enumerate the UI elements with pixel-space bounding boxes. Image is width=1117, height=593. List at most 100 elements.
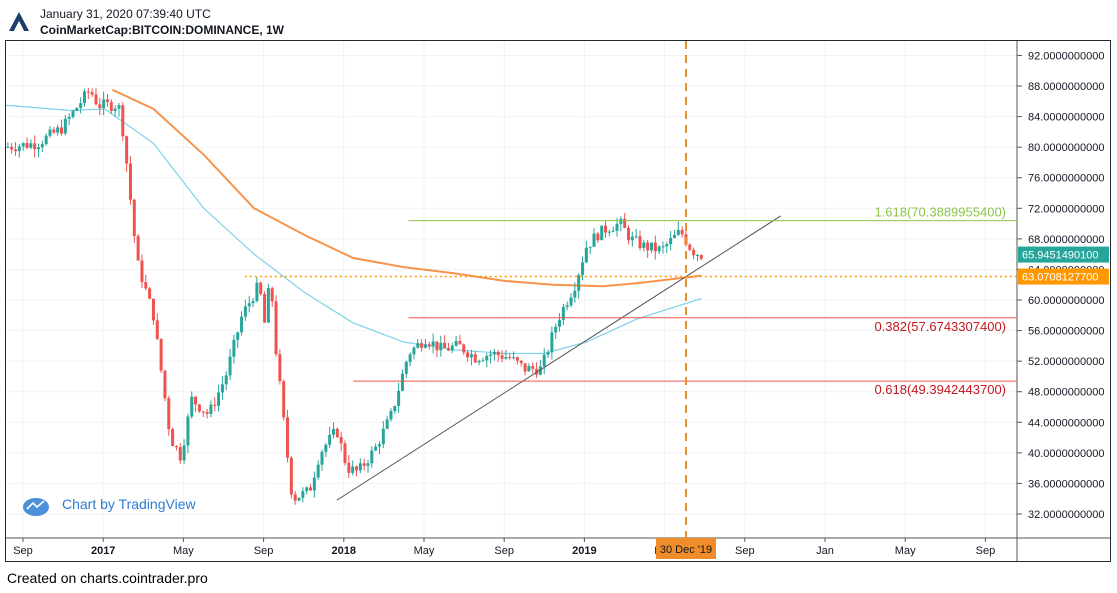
candle-up: [649, 242, 653, 251]
candle-up: [492, 351, 496, 355]
price-tick-label: 44.0000000000: [1028, 417, 1104, 429]
price-tick-label: 84.0000000000: [1028, 112, 1104, 124]
candlestick-series: [6, 87, 703, 505]
candle-down: [140, 260, 144, 283]
candle-down: [90, 92, 94, 95]
candle-down: [515, 357, 519, 361]
candle-down: [347, 462, 351, 473]
candle-down: [132, 199, 136, 237]
candle-down: [125, 136, 129, 164]
candle-up: [661, 246, 665, 248]
candle-up: [71, 110, 75, 117]
candle-up: [400, 373, 404, 391]
candle-up: [377, 444, 381, 447]
candle-up: [29, 143, 33, 148]
candle-up: [328, 434, 332, 445]
candle-down: [148, 288, 152, 299]
candle-down: [52, 129, 56, 133]
candle-down: [458, 340, 462, 345]
candle-down: [163, 370, 167, 399]
candle-up: [423, 344, 427, 348]
candle-down: [178, 447, 182, 461]
time-tick-label: May: [414, 545, 435, 557]
candle-down: [60, 127, 64, 134]
moving-average-orange-line: [111, 88, 702, 288]
candle-up: [619, 218, 623, 224]
candle-up: [408, 354, 412, 362]
candle-up: [485, 355, 489, 361]
candle-up: [209, 404, 213, 414]
candle-up: [366, 463, 370, 466]
candle-up: [389, 411, 393, 420]
candle-down: [136, 236, 140, 261]
price-tick-label: 40.0000000000: [1028, 448, 1104, 460]
candle-up: [630, 236, 634, 241]
candle-up: [588, 246, 592, 248]
tradingview-watermark[interactable]: Chart by TradingView: [23, 496, 196, 516]
candle-up: [316, 464, 320, 478]
time-tick-label: Sep: [735, 545, 755, 557]
tradingview-logo-icon: [9, 12, 29, 31]
candle-up: [489, 354, 493, 356]
chart-panel[interactable]: 92.0000000000 88.0000000000 84.0000000000 8…: [5, 40, 1111, 562]
candle-up: [554, 326, 558, 333]
candle-up: [611, 230, 615, 232]
candle-up: [565, 305, 569, 307]
price-axis[interactable]: 92.0000000000 88.0000000000 84.0000000000 8…: [1016, 41, 1104, 561]
candle-down: [286, 417, 290, 458]
support-trendline[interactable]: [336, 215, 781, 501]
candle-down: [213, 404, 217, 406]
candle-up: [393, 405, 397, 412]
candle-down: [623, 218, 627, 228]
candle-up: [44, 135, 48, 145]
time-tick-label: 2019: [572, 545, 596, 557]
candle-down: [205, 412, 209, 414]
candle-up: [190, 396, 194, 417]
candle-up: [251, 301, 255, 304]
moving-average-blue-line: [6, 104, 702, 355]
price-tick-label: 48.0000000000: [1028, 387, 1104, 399]
candle-up: [40, 144, 44, 148]
candle-up: [266, 288, 270, 323]
candle-down: [427, 344, 431, 346]
price-chart[interactable]: 92.0000000000 88.0000000000 84.0000000000 8…: [6, 41, 1110, 561]
candle-up: [228, 356, 232, 376]
drawings-layer[interactable]: 1.618(70.3889955400) 0.382(57.6743307400)…: [244, 41, 1017, 538]
candle-up: [397, 390, 401, 406]
candle-up: [182, 445, 186, 461]
candle-down: [10, 146, 14, 150]
candle-up: [301, 491, 305, 498]
candle-down: [446, 348, 450, 351]
time-tick-label: 2017: [91, 545, 115, 557]
candle-up: [542, 354, 546, 367]
candle-down: [531, 366, 535, 369]
date-marker-badge: [655, 538, 716, 559]
candle-down: [33, 143, 37, 150]
date-marker-label: 30 Dec '19: [660, 544, 712, 556]
candle-up: [217, 392, 221, 406]
grid-lines: [6, 41, 1017, 538]
candle-up: [324, 444, 328, 452]
price-tick-label: 92.0000000000: [1028, 50, 1104, 62]
watermark-label[interactable]: Chart by TradingView: [62, 496, 196, 512]
candle-down: [94, 94, 98, 105]
candle-down: [519, 360, 523, 364]
candle-up: [546, 352, 550, 355]
candle-up: [312, 477, 316, 491]
candle-up: [512, 357, 516, 359]
price-tick-label: 32.0000000000: [1028, 509, 1104, 521]
candle-down: [293, 494, 297, 501]
candle-up: [581, 262, 585, 276]
candle-down: [278, 354, 282, 382]
time-tick-label: May: [173, 545, 194, 557]
candle-down: [435, 341, 439, 351]
candle-up: [676, 229, 680, 235]
candle-down: [335, 428, 339, 438]
candle-down: [699, 254, 703, 259]
candle-down: [270, 288, 274, 302]
candle-up: [615, 223, 619, 231]
time-axis[interactable]: Sep2017MaySep2018MaySep2019MaySepJanMayS…: [6, 537, 1110, 557]
candle-up: [186, 416, 190, 446]
price-tick-label: 88.0000000000: [1028, 81, 1104, 93]
symbol-title: CoinMarketCap:BITCOIN:DOMINANCE, 1W: [40, 23, 285, 37]
